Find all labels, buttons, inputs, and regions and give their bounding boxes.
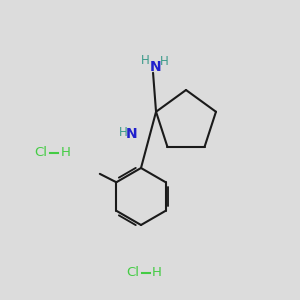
Text: H: H [61, 146, 70, 160]
Text: Cl: Cl [126, 266, 139, 280]
Text: N: N [150, 60, 161, 74]
Text: N: N [126, 127, 138, 141]
Text: H: H [141, 54, 150, 67]
Text: H: H [119, 127, 128, 140]
Text: Cl: Cl [34, 146, 47, 160]
Text: H: H [152, 266, 162, 280]
Text: H: H [160, 55, 169, 68]
